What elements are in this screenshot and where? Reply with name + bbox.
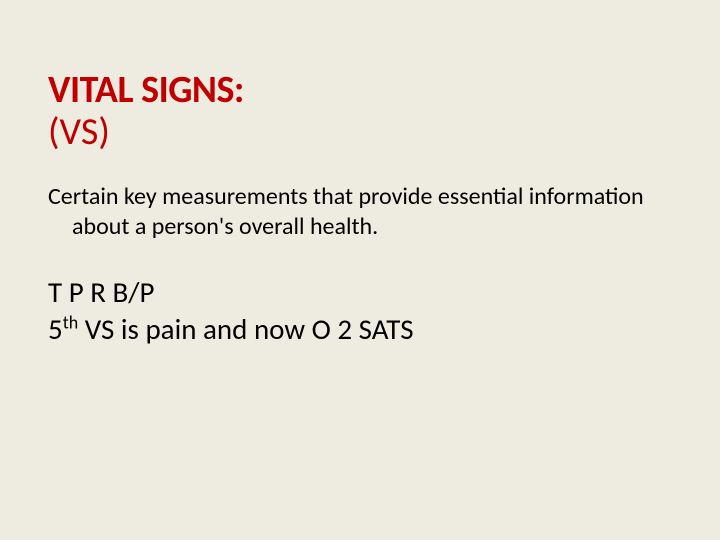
abbrev-line: T P R B/P: [48, 274, 672, 312]
title-line-1: VITAL SIGNS:: [48, 70, 672, 112]
ordinal-number: 5: [48, 311, 63, 347]
fifth-vs-text: VS is pain and now O 2 SATS: [78, 311, 413, 347]
ordinal-suffix: th: [63, 312, 78, 334]
fifth-vs-line: 5th VS is pain and now O 2 SATS: [48, 311, 672, 349]
definition-paragraph: Certain key measurements that provide es…: [48, 182, 672, 242]
title-line-2: (VS): [48, 112, 672, 154]
slide: VITAL SIGNS: (VS) Certain key measuremen…: [0, 0, 720, 540]
spacer: [48, 242, 672, 274]
body: Certain key measurements that provide es…: [48, 182, 672, 349]
